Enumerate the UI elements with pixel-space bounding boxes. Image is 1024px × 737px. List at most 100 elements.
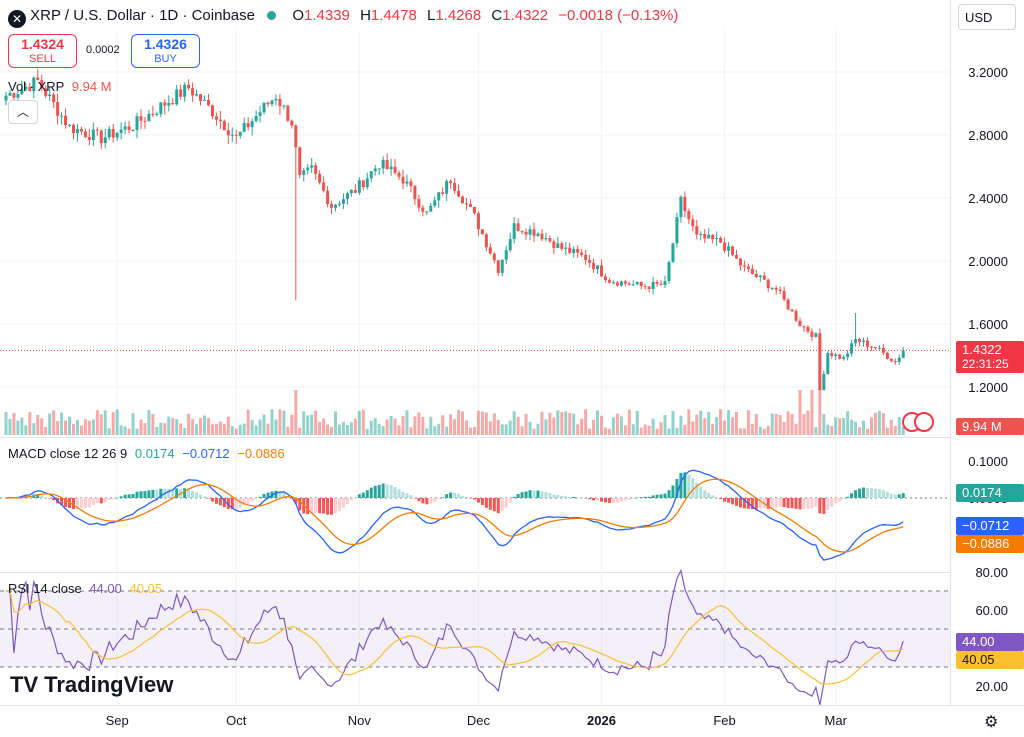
x-tick-label: 2026 [587,713,616,728]
volume-bar [389,415,393,435]
volume-bar [623,425,627,435]
candle [421,204,425,217]
volume-legend[interactable]: Vol · XRP 9.94 M [8,79,112,94]
macd-hist-bar [441,497,445,498]
candle [302,167,306,182]
candle [127,120,131,134]
volume-bar [151,413,155,435]
close-value: 1.4322 [502,7,549,24]
volume-bar [8,418,12,435]
macd-hist-bar [461,495,465,498]
macd-hist-bar [437,498,441,500]
macd-hist-bar [750,498,754,510]
volume-bar [254,425,258,435]
macd-hist-bar [607,498,611,503]
macd-hist-bar [36,493,40,498]
candle [75,123,79,142]
candle [520,230,524,235]
volume-bar [691,421,695,435]
tradingview-logo[interactable]: TV TradingView [10,672,173,698]
volume-bar [798,390,802,435]
candle [294,124,298,301]
volume-bar [326,424,330,435]
volume-bar [893,425,897,435]
y-tick-label: 3.2000 [968,65,1008,80]
volume-bar [683,424,687,435]
volume-bar [345,425,349,435]
volume-bar [727,409,731,435]
currency-select[interactable]: USD [958,4,1016,30]
candle [734,249,738,260]
volume-bar [655,428,659,435]
candle [310,157,314,174]
economic-events-icon[interactable] [902,412,934,434]
macd-hist-bar [234,498,238,510]
candle [214,112,218,126]
volume-bar [44,427,48,435]
buy-button[interactable]: 1.4326 BUY [131,34,200,68]
candle [647,286,651,293]
macd-hist-bar [619,498,623,502]
macd-hist-bar [429,498,433,504]
volume-bar [576,424,580,435]
macd-hist-tag: 0.0174 [956,484,1024,502]
candle [429,202,433,213]
macd-hist-bar [615,498,619,503]
sell-button[interactable]: 1.4324 SELL [8,34,77,68]
volume-bar [592,419,596,435]
macd-hist-bar [222,498,226,508]
macd-hist-bar [330,498,334,515]
candle [171,97,175,105]
volume-bar [91,419,95,435]
candle [87,128,91,146]
collapse-legend-button[interactable]: ︿ [8,100,38,124]
volume-bar [441,415,445,435]
candle [254,110,258,123]
macd-hist-bar [707,492,711,498]
volume-bar [770,413,774,435]
candle [488,243,492,255]
candle [703,228,707,244]
macd-hist-bar [199,494,203,498]
rsi-value: 44.00 [89,581,122,596]
settings-gear-icon[interactable]: ⚙ [984,714,999,731]
volume-bar [155,427,159,435]
candles [4,69,905,391]
candle [405,174,409,187]
macd-hist-bar [294,498,298,504]
volume-bar [95,410,99,435]
candle [278,93,282,115]
candle [274,94,278,106]
macd-legend[interactable]: MACD close 12 26 9 0.0174 −0.0712 −0.088… [8,446,285,461]
volume-bar [711,423,715,435]
candle [385,153,389,170]
rsi-line [6,568,904,705]
volume-bar [369,420,373,435]
volume-bar [206,418,210,435]
candle [441,187,445,196]
candle [314,162,318,180]
volume-bar [596,410,600,435]
volume-bar [226,416,230,435]
candle [349,189,353,197]
symbol-title[interactable]: XRP / U.S. Dollar · 1D · Coinbase [30,7,255,24]
candle [334,204,338,212]
candle [838,353,842,360]
candle [234,129,238,144]
macd-hist-bar [588,498,592,500]
change-value: −0.0018 (−0.13%) [558,7,679,24]
candle [64,108,68,129]
rsi-legend[interactable]: RSI 14 close 44.00 40.05 [8,581,162,596]
macd-hist-bar [711,495,715,498]
candle [111,123,115,143]
candle [544,232,548,242]
candle [476,211,480,237]
candle [834,352,838,361]
volume-bar [457,409,461,435]
candle [365,172,369,190]
macd-hist-bar [417,498,421,502]
volume-bar [461,411,465,435]
spread-value: 0.0002 [86,44,120,56]
volume-bar [584,409,588,435]
